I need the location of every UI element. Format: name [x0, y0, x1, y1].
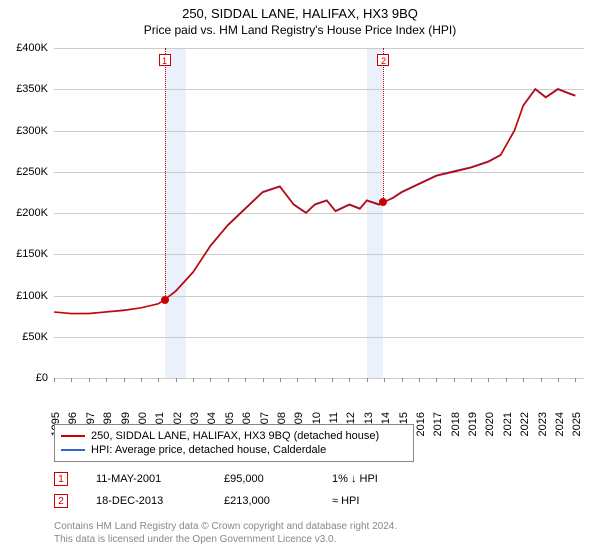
chart-container: 250, SIDDAL LANE, HALIFAX, HX3 9BQ Price… — [0, 0, 600, 560]
legend-swatch — [61, 435, 85, 437]
x-tick — [471, 378, 472, 382]
sale-price: £213,000 — [224, 495, 304, 507]
chart-plot-area: 12 £0£50K£100K£150K£200K£250K£300K£350K£… — [54, 48, 584, 378]
x-tick — [436, 378, 437, 382]
legend-swatch — [61, 449, 85, 451]
x-tick — [193, 378, 194, 382]
sale-row-marker: 1 — [54, 472, 68, 486]
y-axis-label: £0 — [36, 372, 48, 384]
x-tick — [419, 378, 420, 382]
footer-attribution: Contains HM Land Registry data © Crown c… — [54, 520, 397, 546]
legend-item: HPI: Average price, detached house, Cald… — [61, 443, 407, 457]
x-tick — [280, 378, 281, 382]
x-tick — [124, 378, 125, 382]
sale-row: 1 11-MAY-2001 £95,000 1% ↓ HPI — [54, 468, 422, 490]
x-tick — [245, 378, 246, 382]
legend-label: HPI: Average price, detached house, Cald… — [91, 444, 326, 456]
x-tick — [54, 378, 55, 382]
x-tick — [558, 378, 559, 382]
x-tick — [158, 378, 159, 382]
x-axis-label: 2016 — [415, 412, 427, 436]
y-axis-label: £150K — [16, 248, 48, 260]
x-axis-label: 2019 — [467, 412, 479, 436]
y-axis-label: £400K — [16, 42, 48, 54]
sales-table: 1 11-MAY-2001 £95,000 1% ↓ HPI 2 18-DEC-2013 £… — [54, 468, 422, 512]
legend-label: 250, SIDDAL LANE, HALIFAX, HX3 9BQ (deta… — [91, 430, 379, 442]
series-hpi — [54, 88, 575, 313]
x-tick — [315, 378, 316, 382]
legend: 250, SIDDAL LANE, HALIFAX, HX3 9BQ (deta… — [54, 424, 414, 462]
y-axis-label: £350K — [16, 83, 48, 95]
series-address — [54, 89, 575, 313]
x-tick — [454, 378, 455, 382]
legend-item: 250, SIDDAL LANE, HALIFAX, HX3 9BQ (deta… — [61, 429, 407, 443]
x-axis-label: 2018 — [450, 412, 462, 436]
x-tick — [297, 378, 298, 382]
x-tick — [210, 378, 211, 382]
x-tick — [575, 378, 576, 382]
x-tick — [106, 378, 107, 382]
sale-marker-box: 2 — [377, 54, 389, 66]
x-tick — [176, 378, 177, 382]
x-tick — [367, 378, 368, 382]
sale-vs-hpi: 1% ↓ HPI — [332, 473, 422, 485]
y-axis-label: £50K — [22, 331, 48, 343]
y-axis-label: £250K — [16, 166, 48, 178]
footer-line: This data is licensed under the Open Gov… — [54, 533, 397, 546]
gridline — [54, 378, 584, 379]
y-axis-label: £100K — [16, 290, 48, 302]
sale-marker-box: 1 — [159, 54, 171, 66]
x-tick — [488, 378, 489, 382]
sale-marker-line — [165, 48, 166, 300]
x-tick — [263, 378, 264, 382]
x-axis-label: 2021 — [502, 412, 514, 436]
sale-row-marker: 2 — [54, 494, 68, 508]
chart-lines — [54, 48, 584, 378]
x-axis-label: 2017 — [432, 412, 444, 436]
sale-row: 2 18-DEC-2013 £213,000 ≈ HPI — [54, 490, 422, 512]
x-tick — [402, 378, 403, 382]
x-axis-label: 2020 — [484, 412, 496, 436]
sale-date: 11-MAY-2001 — [96, 473, 196, 485]
y-axis-label: £200K — [16, 207, 48, 219]
x-tick — [523, 378, 524, 382]
x-axis-label: 2022 — [519, 412, 531, 436]
x-tick — [332, 378, 333, 382]
x-tick — [384, 378, 385, 382]
x-tick — [541, 378, 542, 382]
x-axis-label: 2024 — [554, 412, 566, 436]
page-subtitle: Price paid vs. HM Land Registry's House … — [0, 21, 600, 37]
x-tick — [228, 378, 229, 382]
x-tick — [71, 378, 72, 382]
x-tick — [349, 378, 350, 382]
footer-line: Contains HM Land Registry data © Crown c… — [54, 520, 397, 533]
x-axis-label: 2023 — [537, 412, 549, 436]
sale-marker-line — [383, 48, 384, 202]
x-tick — [89, 378, 90, 382]
sale-vs-hpi: ≈ HPI — [332, 495, 422, 507]
sale-date: 18-DEC-2013 — [96, 495, 196, 507]
x-axis-label: 2025 — [571, 412, 583, 436]
x-tick — [141, 378, 142, 382]
page-title: 250, SIDDAL LANE, HALIFAX, HX3 9BQ — [0, 0, 600, 21]
x-tick — [506, 378, 507, 382]
sale-price: £95,000 — [224, 473, 304, 485]
y-axis-label: £300K — [16, 125, 48, 137]
